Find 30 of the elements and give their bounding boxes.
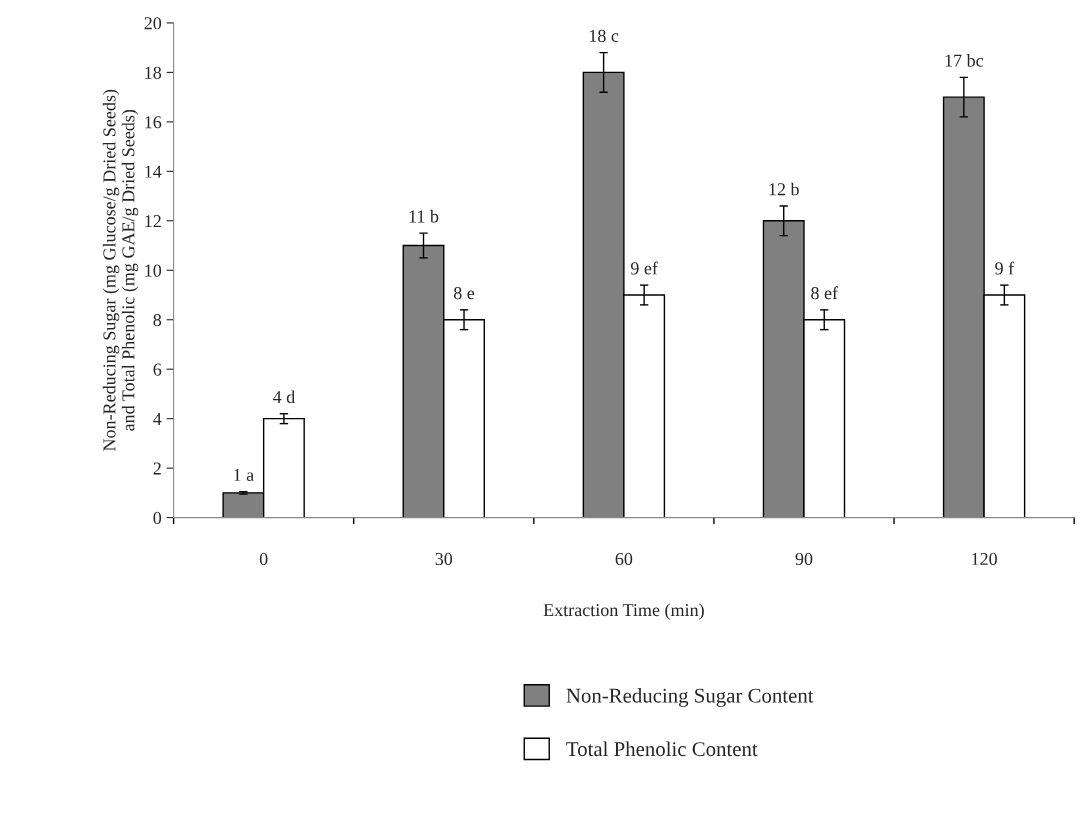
y-axis-title: Non-Reducing Sugar (mg Glucose/g Dried Seeds) and Total Phenolic (mg GAE/g Dried Seeds) <box>102 89 139 452</box>
y-tick-label: 4 <box>153 413 162 425</box>
data-label: 1 a <box>234 468 254 482</box>
x-tick-label: 60 <box>615 552 633 566</box>
data-label: 18 c <box>589 29 619 42</box>
y-tick-label: 2 <box>153 462 161 475</box>
data-label: 4 d <box>272 390 295 404</box>
legend-label: Total Phenolic Content <box>566 741 758 757</box>
x-tick-label: 0 <box>259 552 268 566</box>
y-tick-label: 18 <box>145 66 162 79</box>
y-tick-label: 8 <box>153 314 162 327</box>
data-label: 11 b <box>409 209 439 223</box>
x-tick-label: 30 <box>435 552 453 566</box>
legend-label: Non-Reducing Sugar Content <box>566 688 814 707</box>
data-label: 9 ef <box>630 261 658 275</box>
y-tick-label: 12 <box>145 215 161 228</box>
data-label: 17 bc <box>945 54 984 67</box>
data-label: 9 f <box>995 261 1015 275</box>
data-label: 8 e <box>453 287 475 300</box>
y-tick-label: 10 <box>145 264 162 277</box>
y-tick-label: 6 <box>153 363 162 376</box>
y-tick-label: 14 <box>145 165 162 178</box>
data-label: 8 ef <box>811 286 839 300</box>
y-tick-label: 20 <box>144 17 162 30</box>
y-tick-label: 0 <box>153 511 162 525</box>
data-label: 12 b <box>769 182 799 196</box>
y-tick-label: 16 <box>145 116 162 129</box>
x-tick-label: 90 <box>795 552 813 566</box>
x-tick-label: 120 <box>972 552 997 566</box>
x-axis-title: Extraction Time (min) <box>543 603 704 620</box>
